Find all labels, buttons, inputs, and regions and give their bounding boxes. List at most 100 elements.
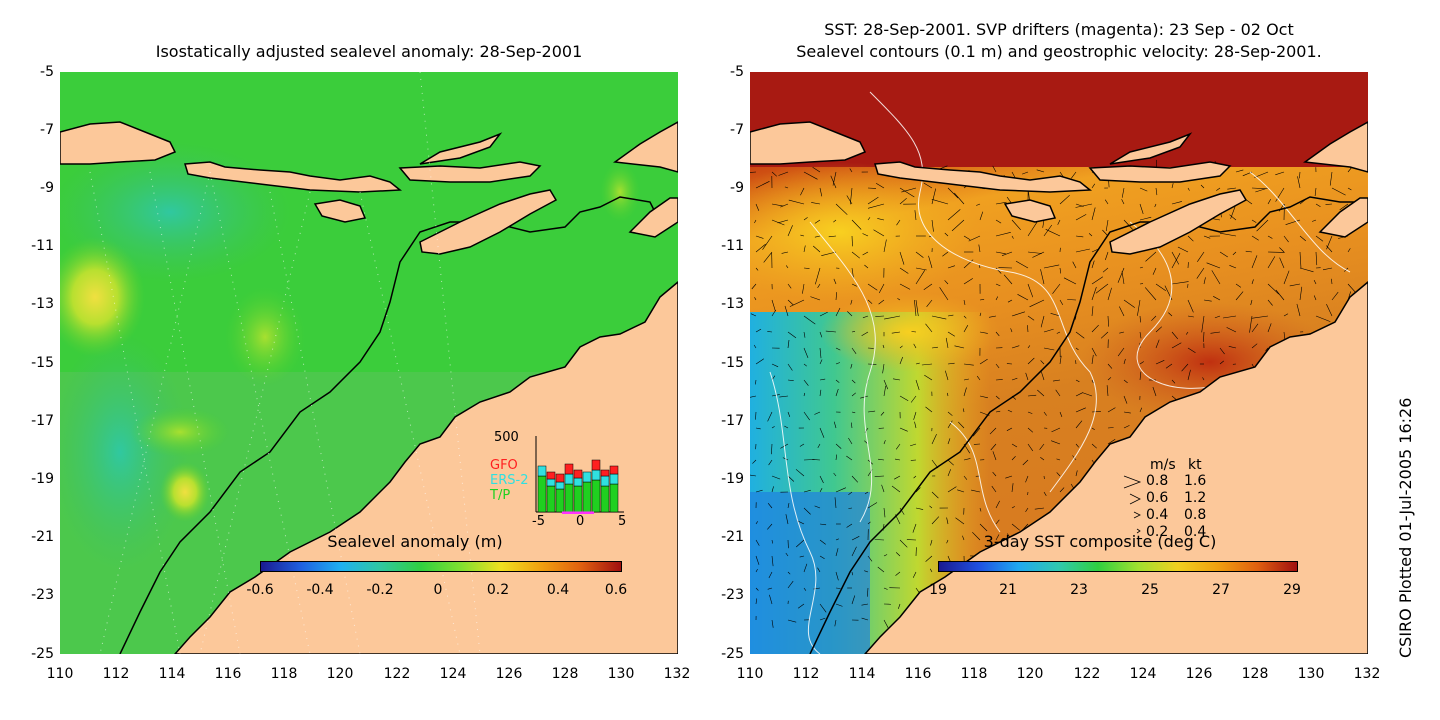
- lat-tick: -19: [31, 471, 54, 487]
- inset-xtick: 0: [576, 514, 585, 529]
- bali-lombok-islands: [184, 161, 403, 193]
- java-island: [60, 121, 177, 165]
- legend-row-ms: 0.4: [1146, 507, 1169, 523]
- inset-xtick: -5: [532, 514, 545, 529]
- legend-tp: T/P: [490, 488, 511, 503]
- sumbawa-flores-islands: [398, 161, 542, 183]
- velocity-legend: m/s kt 0.8 1.6 0.6 1.2 0.4 0.8 0.2 0.4: [1120, 458, 1240, 542]
- lon-tick: 118: [960, 666, 988, 682]
- lon-tick: 130: [607, 666, 635, 682]
- lon-tick: 126: [1185, 666, 1213, 682]
- lon-tick: 132: [1353, 666, 1381, 682]
- legend-arrows: [1123, 475, 1142, 534]
- colorbar-tick: 29: [1283, 582, 1301, 598]
- sst-colorbar-label: 3-day SST composite (deg C): [983, 532, 1217, 551]
- left-map-title: Isostatically adjusted sealevel anomaly:…: [155, 42, 583, 61]
- lat-tick: -13: [31, 296, 54, 312]
- right-map-title-line2: Sealevel contours (0.1 m) and geostrophi…: [796, 42, 1322, 61]
- lon-tick: 122: [383, 666, 411, 682]
- legend-row-kt: 1.2: [1184, 490, 1207, 506]
- lon-tick: 126: [495, 666, 523, 682]
- sealevel-contours: [769, 91, 1351, 654]
- plot-credit: CSIRO Plotted 01-Jul-2005 16:26: [1396, 397, 1415, 658]
- java-island: [750, 121, 867, 165]
- lon-tick: 120: [326, 666, 354, 682]
- colorbar-tick: 0: [433, 582, 443, 598]
- sealevel-anomaly-map: [60, 72, 678, 654]
- legend-gfo: GFO: [490, 458, 518, 473]
- legend-row-ms: 0.2: [1146, 524, 1169, 540]
- lon-tick: 120: [1016, 666, 1044, 682]
- colorbar-tick: 0.2: [486, 582, 510, 598]
- lon-tick: 110: [46, 666, 74, 682]
- lon-tick: 114: [158, 666, 186, 682]
- colorbar-tick: -0.4: [306, 582, 334, 598]
- lat-tick: -15: [721, 355, 744, 371]
- lon-tick: 116: [214, 666, 242, 682]
- lat-tick: -11: [31, 238, 54, 254]
- lon-tick: 110: [736, 666, 764, 682]
- colorbar-tick: 0.4: [546, 582, 570, 598]
- lat-tick: -9: [730, 180, 744, 196]
- lat-tick: -7: [40, 122, 54, 138]
- sumbawa-flores-islands: [1088, 161, 1232, 183]
- lat-tick: -17: [31, 413, 54, 429]
- lat-tick: -23: [31, 587, 54, 603]
- legend-header-ms: m/s: [1150, 457, 1176, 473]
- histogram-bars: [537, 459, 619, 513]
- lon-tick: 118: [270, 666, 298, 682]
- legend-row-ms: 0.6: [1146, 490, 1169, 506]
- lon-tick: 124: [439, 666, 467, 682]
- lon-tick: 128: [1241, 666, 1269, 682]
- right-map-title-line1: SST: 28-Sep-2001. SVP drifters (magenta)…: [824, 20, 1294, 39]
- inset-histogram: [535, 436, 624, 514]
- lon-tick: 132: [663, 666, 691, 682]
- legend-row-ms: 0.8: [1146, 473, 1169, 489]
- legend-header-kt: kt: [1188, 457, 1202, 473]
- colorbar-tick: 21: [999, 582, 1017, 598]
- satellite-coverage-inset: 500 GFO ERS-2 T/P: [488, 430, 638, 530]
- colorbar-tick: 19: [929, 582, 947, 598]
- lat-tick: -7: [730, 122, 744, 138]
- bali-lombok-islands: [874, 161, 1093, 193]
- legend-row-kt: 0.4: [1184, 524, 1207, 540]
- lon-tick: 114: [848, 666, 876, 682]
- lat-tick: -5: [730, 64, 744, 80]
- lat-tick: -21: [721, 529, 744, 545]
- inset-xtick: 5: [618, 514, 627, 529]
- lat-tick: -15: [31, 355, 54, 371]
- sumba-island: [313, 199, 367, 223]
- lat-tick: -25: [721, 646, 744, 662]
- lat-tick: -5: [40, 64, 54, 80]
- lon-tick: 116: [904, 666, 932, 682]
- legend-row-kt: 0.8: [1184, 507, 1207, 523]
- lon-tick: 128: [551, 666, 579, 682]
- sumba-island: [1003, 199, 1057, 223]
- timor-island: [419, 189, 558, 255]
- sst-colorbar: [938, 561, 1298, 572]
- sealevel-map-canvas: [60, 72, 678, 654]
- colorbar-tick: 25: [1141, 582, 1159, 598]
- lon-tick: 112: [102, 666, 130, 682]
- satellite-tracks: [89, 72, 481, 654]
- timor-island: [1109, 189, 1248, 255]
- colorbar-tick: -0.6: [246, 582, 274, 598]
- lat-tick: -23: [721, 587, 744, 603]
- sealevel-colorbar-label: Sealevel anomaly (m): [327, 532, 503, 551]
- lon-tick: 122: [1073, 666, 1101, 682]
- inset-ymax-label: 500: [494, 430, 519, 445]
- sealevel-colorbar: [260, 561, 622, 572]
- legend-ers2: ERS-2: [490, 473, 529, 488]
- colorbar-tick: 23: [1070, 582, 1088, 598]
- colorbar-tick: 0.6: [604, 582, 628, 598]
- lon-tick: 124: [1129, 666, 1157, 682]
- lat-tick: -13: [721, 296, 744, 312]
- lat-tick: -17: [721, 413, 744, 429]
- lon-tick: 130: [1297, 666, 1325, 682]
- lat-tick: -19: [721, 471, 744, 487]
- legend-row-kt: 1.6: [1184, 473, 1207, 489]
- lat-tick: -11: [721, 238, 744, 254]
- colorbar-tick: -0.2: [366, 582, 394, 598]
- high-anomaly-region: [60, 237, 145, 357]
- colorbar-tick: 27: [1212, 582, 1230, 598]
